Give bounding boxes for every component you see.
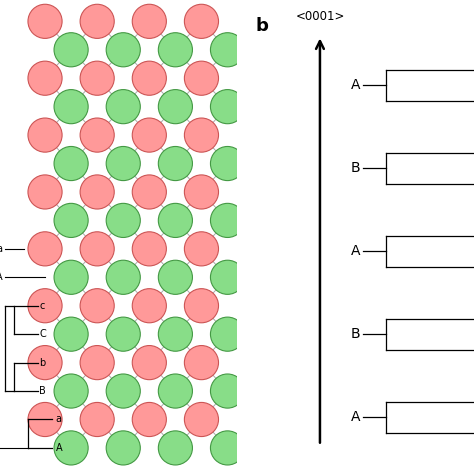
Text: A: A <box>56 443 62 453</box>
Circle shape <box>158 90 192 124</box>
Circle shape <box>80 402 114 437</box>
Text: a: a <box>0 244 2 254</box>
Text: A: A <box>0 272 2 283</box>
Circle shape <box>54 431 88 465</box>
Circle shape <box>210 146 245 181</box>
Circle shape <box>184 61 219 95</box>
Text: A: A <box>351 244 360 258</box>
Text: a: a <box>56 414 62 425</box>
Circle shape <box>106 260 140 294</box>
Circle shape <box>184 175 219 209</box>
Circle shape <box>184 4 219 38</box>
Circle shape <box>210 33 245 67</box>
Circle shape <box>28 175 62 209</box>
Circle shape <box>132 4 166 38</box>
Text: A: A <box>351 410 360 424</box>
Circle shape <box>106 90 140 124</box>
Text: b: b <box>256 17 269 35</box>
Circle shape <box>28 61 62 95</box>
Circle shape <box>158 431 192 465</box>
Circle shape <box>28 346 62 380</box>
Circle shape <box>106 374 140 408</box>
Circle shape <box>132 118 166 152</box>
Circle shape <box>54 317 88 351</box>
Circle shape <box>210 431 245 465</box>
Circle shape <box>106 33 140 67</box>
Circle shape <box>158 203 192 237</box>
Circle shape <box>158 374 192 408</box>
Circle shape <box>210 260 245 294</box>
Circle shape <box>132 175 166 209</box>
Circle shape <box>184 346 219 380</box>
Circle shape <box>28 289 62 323</box>
Text: <0001>: <0001> <box>295 10 345 23</box>
Circle shape <box>106 146 140 181</box>
Circle shape <box>210 203 245 237</box>
Circle shape <box>106 317 140 351</box>
Circle shape <box>184 118 219 152</box>
Circle shape <box>106 431 140 465</box>
Circle shape <box>132 289 166 323</box>
Circle shape <box>158 33 192 67</box>
Circle shape <box>54 146 88 181</box>
Text: B: B <box>351 327 360 341</box>
Circle shape <box>184 402 219 437</box>
Circle shape <box>54 203 88 237</box>
Circle shape <box>28 232 62 266</box>
Circle shape <box>54 260 88 294</box>
Circle shape <box>184 289 219 323</box>
Circle shape <box>132 346 166 380</box>
Text: c: c <box>39 301 45 311</box>
Circle shape <box>80 175 114 209</box>
Circle shape <box>210 374 245 408</box>
Circle shape <box>158 317 192 351</box>
Circle shape <box>28 402 62 437</box>
Text: B: B <box>39 386 46 396</box>
Circle shape <box>28 4 62 38</box>
Circle shape <box>132 61 166 95</box>
Circle shape <box>80 289 114 323</box>
Text: B: B <box>351 161 360 175</box>
Circle shape <box>54 33 88 67</box>
Circle shape <box>158 260 192 294</box>
Circle shape <box>54 90 88 124</box>
Circle shape <box>158 146 192 181</box>
Circle shape <box>132 232 166 266</box>
Circle shape <box>80 61 114 95</box>
Circle shape <box>80 232 114 266</box>
Circle shape <box>28 118 62 152</box>
Text: C: C <box>39 329 46 339</box>
Text: A: A <box>351 78 360 92</box>
Circle shape <box>80 4 114 38</box>
Circle shape <box>210 90 245 124</box>
Circle shape <box>80 118 114 152</box>
Text: b: b <box>39 357 46 368</box>
Circle shape <box>106 203 140 237</box>
Circle shape <box>80 346 114 380</box>
Circle shape <box>54 374 88 408</box>
Circle shape <box>184 232 219 266</box>
Circle shape <box>210 317 245 351</box>
Circle shape <box>132 402 166 437</box>
